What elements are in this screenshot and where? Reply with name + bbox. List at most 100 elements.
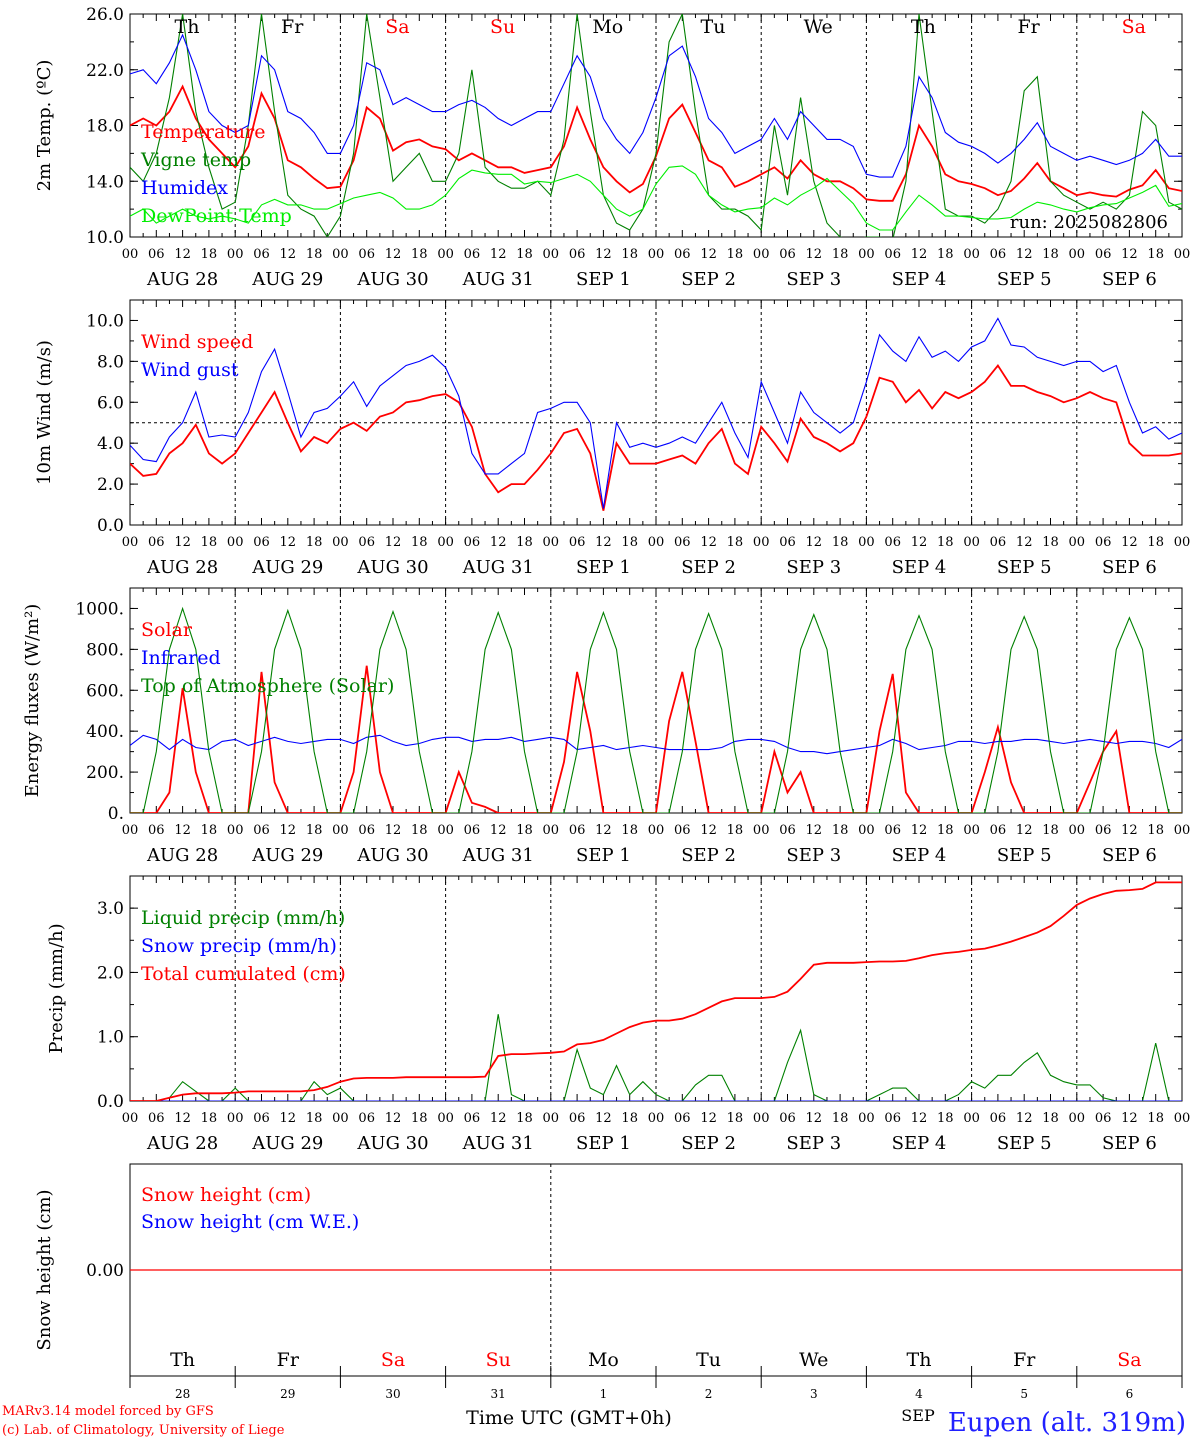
x-hour-label: 18 [621, 535, 638, 550]
x-hour-label: 06 [253, 823, 270, 838]
x-date-label: SEP 6 [1102, 1133, 1157, 1154]
x-hour-label: 12 [595, 247, 612, 262]
panel-3: 00 06 12 18 00 06 12 18 00 06 12 18 00 06 12 18 00 06 12 18… [22, 587, 1190, 866]
x-hour-label: 06 [674, 247, 691, 262]
x-hour-label: 18 [727, 823, 744, 838]
x-hour-label: 06 [148, 535, 165, 550]
x-hour-label: 18 [621, 247, 638, 262]
day-name-label: Sa [1117, 1349, 1141, 1371]
x-hour-label: 12 [280, 247, 297, 262]
x-hour-label: 18 [727, 1111, 744, 1126]
x-hour-label: 12 [280, 1111, 297, 1126]
x-hour-label: 06 [358, 247, 375, 262]
x-hour-label: 18 [201, 535, 218, 550]
x-date-label: SEP 5 [997, 845, 1052, 866]
x-hour-label: 12 [911, 247, 928, 262]
y-tick-label: 14.0 [86, 172, 124, 192]
x-hour-label: 18 [1042, 1111, 1059, 1126]
x-axis-label: Time UTC (GMT+0h) [466, 1407, 672, 1429]
x-date-label: AUG 30 [356, 1133, 428, 1154]
x-hour-label: 06 [990, 247, 1007, 262]
x-hour-label: 06 [358, 823, 375, 838]
x-hour-label: 06 [884, 823, 901, 838]
x-hour-label: 06 [884, 535, 901, 550]
x-hour-label: 00 [648, 823, 665, 838]
panels-layer: 00 06 12 18 00 06 12 18 00 06 12 18 00 06 12 18 00 06 12 18… [22, 5, 1190, 1429]
y-tick-label: 200. [86, 763, 124, 783]
day-name-label: Th [175, 16, 200, 38]
x-hour-label: 00 [858, 247, 875, 262]
footer-credit-line2: (c) Lab. of Climatology, University of L… [2, 1423, 285, 1438]
x-hour-label: 12 [1016, 247, 1033, 262]
x-hour-label: 18 [1147, 1111, 1164, 1126]
day-number-label: 28 [175, 1387, 190, 1401]
x-date-label: SEP 6 [1102, 557, 1157, 578]
day-name-label: Sa [381, 1349, 405, 1371]
day-number-label: 30 [385, 1387, 400, 1401]
x-hour-label: 06 [1095, 247, 1112, 262]
series-line-1 [130, 363, 1182, 511]
day-name-label: Su [486, 1349, 511, 1371]
y-tick-label: 3.0 [97, 899, 124, 919]
y-tick-label: 2.0 [97, 963, 124, 983]
panel-frame [129, 587, 1183, 814]
day-name-label: We [804, 16, 833, 38]
x-hour-label: 18 [201, 1111, 218, 1126]
x-hour-label: 18 [516, 1111, 533, 1126]
series-line-2 [130, 14, 1182, 237]
x-date-label: AUG 28 [146, 1133, 218, 1154]
x-hour-label: 12 [1121, 535, 1138, 550]
x-hour-label: 18 [306, 535, 323, 550]
day-name-label: Su [490, 16, 515, 38]
x-date-label: AUG 30 [356, 557, 428, 578]
day-number-label: 29 [280, 1387, 295, 1401]
x-hour-label: 06 [884, 247, 901, 262]
x-hour-label: 12 [490, 823, 507, 838]
day-number-label: 4 [915, 1387, 923, 1401]
day-number-label: 1 [600, 1387, 608, 1401]
x-date-label: SEP 6 [1102, 269, 1157, 290]
x-date-label: SEP 2 [681, 269, 736, 290]
legend-entry: Infrared [141, 647, 221, 669]
x-hour-label: 00 [543, 247, 560, 262]
x-date-label: SEP 2 [681, 1133, 736, 1154]
x-date-label: AUG 28 [146, 557, 218, 578]
x-hour-label: 12 [595, 1111, 612, 1126]
x-hour-label: 18 [306, 247, 323, 262]
x-hour-label: 12 [280, 535, 297, 550]
x-hour-label: 18 [411, 535, 428, 550]
x-hour-label: 12 [174, 823, 191, 838]
y-axis-label: Energy fluxes (W/m²) [22, 604, 43, 798]
x-hour-label: 00 [753, 1111, 770, 1126]
x-hour-label: 18 [516, 535, 533, 550]
x-hour-label: 18 [1147, 823, 1164, 838]
series-line-3 [130, 881, 1182, 1101]
panel-frame [129, 13, 1183, 238]
x-hour-label: 00 [227, 823, 244, 838]
x-date-label: SEP 3 [786, 1133, 841, 1154]
y-axis-label: Snow height (cm) [34, 1189, 55, 1350]
x-date-label: SEP 5 [997, 269, 1052, 290]
legend-entry: Snow precip (mm/h) [141, 935, 337, 957]
day-name-label: Mo [588, 1349, 619, 1371]
x-hour-label: 06 [464, 535, 481, 550]
y-axis-label: 2m Temp. (ºC) [34, 60, 55, 192]
x-hour-label: 18 [1147, 247, 1164, 262]
x-hour-label: 12 [911, 535, 928, 550]
x-hour-label: 18 [516, 823, 533, 838]
x-hour-label: 00 [753, 823, 770, 838]
x-hour-label: 06 [253, 247, 270, 262]
legend-entry: Wind gust [141, 359, 239, 381]
x-hour-label: 18 [727, 535, 744, 550]
x-hour-label: 00 [332, 823, 349, 838]
x-hour-label: 00 [648, 247, 665, 262]
y-tick-label: 0. [108, 804, 124, 824]
y-tick-label: 2.0 [97, 475, 124, 495]
x-hour-label: 12 [806, 823, 823, 838]
x-hour-label: 18 [937, 823, 954, 838]
x-date-label: SEP 3 [786, 557, 841, 578]
x-hour-label: 06 [674, 535, 691, 550]
x-hour-label: 06 [779, 247, 796, 262]
x-hour-label: 00 [1069, 823, 1086, 838]
x-hour-label: 12 [595, 823, 612, 838]
